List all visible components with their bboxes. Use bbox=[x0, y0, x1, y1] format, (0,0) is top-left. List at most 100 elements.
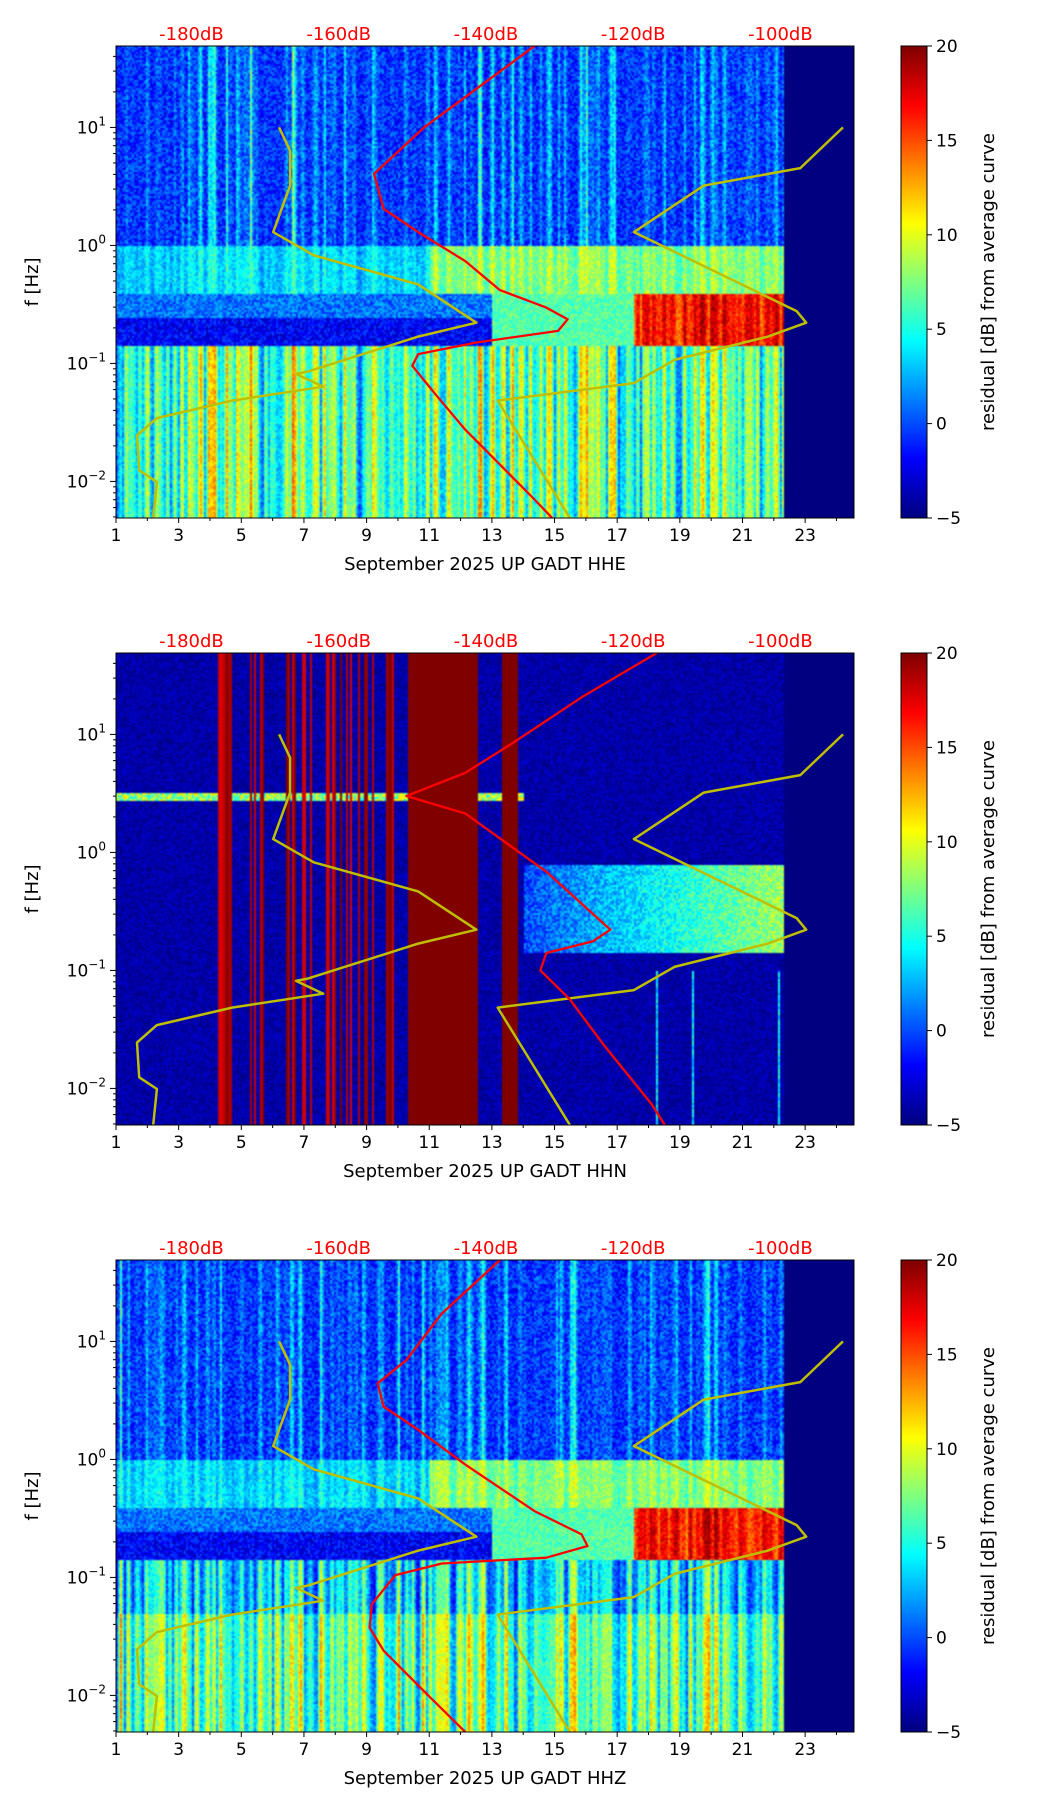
y-tick-exponent: −1 bbox=[88, 1564, 106, 1578]
y-tick-exponent: 1 bbox=[98, 721, 106, 735]
y-tick-base: 10 bbox=[77, 843, 99, 863]
x-tick-label: 11 bbox=[418, 1740, 440, 1760]
x-tick-label: 5 bbox=[236, 1740, 247, 1760]
y-tick-label: 100 bbox=[77, 839, 106, 863]
nlnm-line bbox=[135, 1340, 478, 1732]
colorbar-tick-label: 5 bbox=[936, 1534, 947, 1554]
db-scale-label: -120dB bbox=[601, 24, 666, 45]
y-tick-label: 101 bbox=[77, 114, 106, 138]
colorbar-frame bbox=[900, 1259, 928, 1733]
nlnm-line bbox=[135, 733, 478, 1125]
x-tick-label: 5 bbox=[236, 526, 247, 546]
db-scale-label: -160dB bbox=[306, 24, 371, 45]
x-tick-label: 15 bbox=[544, 1133, 566, 1153]
colorbar-frame bbox=[900, 652, 928, 1126]
db-scale-label: -160dB bbox=[306, 1238, 371, 1259]
colorbar-label: residual [dB] from average curve bbox=[978, 1347, 999, 1645]
x-tick-label: 19 bbox=[669, 526, 691, 546]
db-scale-label: -160dB bbox=[306, 631, 371, 652]
x-tick-label: 9 bbox=[361, 1133, 372, 1153]
y-tick-exponent: 0 bbox=[98, 839, 106, 853]
colorbar-tick-label: 10 bbox=[936, 226, 958, 246]
db-scale-label: -140dB bbox=[454, 1238, 519, 1259]
colorbar-tick-label: 20 bbox=[936, 1251, 958, 1271]
plot-frame bbox=[115, 45, 855, 519]
x-tick-label: 9 bbox=[361, 1740, 372, 1760]
x-tick-label: 7 bbox=[299, 526, 310, 546]
y-tick-label: 10−1 bbox=[67, 1564, 106, 1588]
x-tick-label: 13 bbox=[481, 1133, 503, 1153]
y-tick-base: 10 bbox=[67, 1568, 89, 1588]
y-tick-label: 101 bbox=[77, 1328, 106, 1352]
x-tick-label: 11 bbox=[418, 526, 440, 546]
x-tick-label: 1 bbox=[111, 526, 122, 546]
colorbar-tick-label: 0 bbox=[936, 1022, 947, 1042]
y-tick-base: 10 bbox=[67, 1079, 89, 1099]
colorbar-tick-label: 15 bbox=[936, 131, 958, 151]
db-scale-label: -180dB bbox=[159, 24, 224, 45]
colorbar-tick-label: 0 bbox=[936, 1629, 947, 1649]
y-tick-exponent: −1 bbox=[88, 350, 106, 364]
y-tick-label: 10−1 bbox=[67, 350, 106, 374]
colorbar-tick-label: −5 bbox=[936, 1723, 961, 1743]
y-tick-base: 10 bbox=[77, 725, 99, 745]
x-tick-label: 15 bbox=[544, 1740, 566, 1760]
x-tick-label: 1 bbox=[111, 1133, 122, 1153]
colorbar-tick-label: 20 bbox=[936, 37, 958, 57]
y-tick-exponent: 0 bbox=[98, 232, 106, 246]
x-tick-label: 23 bbox=[794, 526, 816, 546]
db-scale-label: -180dB bbox=[159, 1238, 224, 1259]
x-axis-label: September 2025 UP GADT HHZ bbox=[344, 1768, 627, 1789]
y-tick-exponent: 1 bbox=[98, 1328, 106, 1342]
plot-frame bbox=[115, 652, 855, 1126]
colorbar-tick-label: 15 bbox=[936, 1345, 958, 1365]
y-tick-exponent: −1 bbox=[88, 957, 106, 971]
colorbar-label: residual [dB] from average curve bbox=[978, 740, 999, 1038]
colorbar bbox=[901, 46, 927, 518]
spectrogram-panel-2: 1 3 5 7 9 11 13 15 17 19 21 23 September 2025 UP GAD… bbox=[0, 607, 1052, 1207]
y-axis-label: f [Hz] bbox=[22, 864, 43, 913]
y-axis-label: f [Hz] bbox=[22, 257, 43, 306]
spectrogram-heatmap bbox=[116, 1260, 854, 1732]
x-tick-label: 5 bbox=[236, 1133, 247, 1153]
nlnm-line bbox=[135, 126, 478, 518]
spectrogram-panel-1: 1 3 5 7 9 11 13 15 17 19 21 23 September 2025 UP GAD… bbox=[0, 0, 1052, 600]
db-scale-label: -180dB bbox=[159, 631, 224, 652]
y-tick-base: 10 bbox=[77, 118, 99, 138]
x-tick-label: 7 bbox=[299, 1133, 310, 1153]
y-tick-label: 10−2 bbox=[67, 468, 106, 492]
y-tick-label: 10−1 bbox=[67, 957, 106, 981]
x-tick-label: 3 bbox=[173, 1133, 184, 1153]
db-scale-label: -100dB bbox=[748, 1238, 813, 1259]
colorbar-tick-label: 0 bbox=[936, 415, 947, 435]
x-tick-label: 23 bbox=[794, 1740, 816, 1760]
x-tick-label: 3 bbox=[173, 1740, 184, 1760]
db-scale-label: -140dB bbox=[454, 631, 519, 652]
x-tick-label: 7 bbox=[299, 1740, 310, 1760]
nhnm-line bbox=[496, 126, 844, 518]
db-scale-label: -100dB bbox=[748, 24, 813, 45]
y-tick-exponent: −2 bbox=[88, 1682, 106, 1696]
x-tick-label: 19 bbox=[669, 1133, 691, 1153]
y-tick-exponent: −2 bbox=[88, 1075, 106, 1089]
x-tick-label: 3 bbox=[173, 526, 184, 546]
db-scale-label: -120dB bbox=[601, 1238, 666, 1259]
y-tick-exponent: 1 bbox=[98, 114, 106, 128]
colorbar-tick-label: 20 bbox=[936, 644, 958, 664]
x-tick-label: 19 bbox=[669, 1740, 691, 1760]
nhnm-line bbox=[496, 733, 844, 1125]
average-psd-line bbox=[368, 1260, 589, 1732]
y-tick-base: 10 bbox=[77, 236, 99, 256]
y-tick-exponent: 0 bbox=[98, 1446, 106, 1460]
colorbar-tick-label: 5 bbox=[936, 927, 947, 947]
y-tick-exponent: −2 bbox=[88, 468, 106, 482]
y-tick-label: 10−2 bbox=[67, 1682, 106, 1706]
x-tick-label: 9 bbox=[361, 526, 372, 546]
y-tick-label: 100 bbox=[77, 1446, 106, 1470]
db-scale-label: -120dB bbox=[601, 631, 666, 652]
x-tick-label: 1 bbox=[111, 1740, 122, 1760]
y-axis-label: f [Hz] bbox=[22, 1471, 43, 1520]
colorbar-label: residual [dB] from average curve bbox=[978, 133, 999, 431]
